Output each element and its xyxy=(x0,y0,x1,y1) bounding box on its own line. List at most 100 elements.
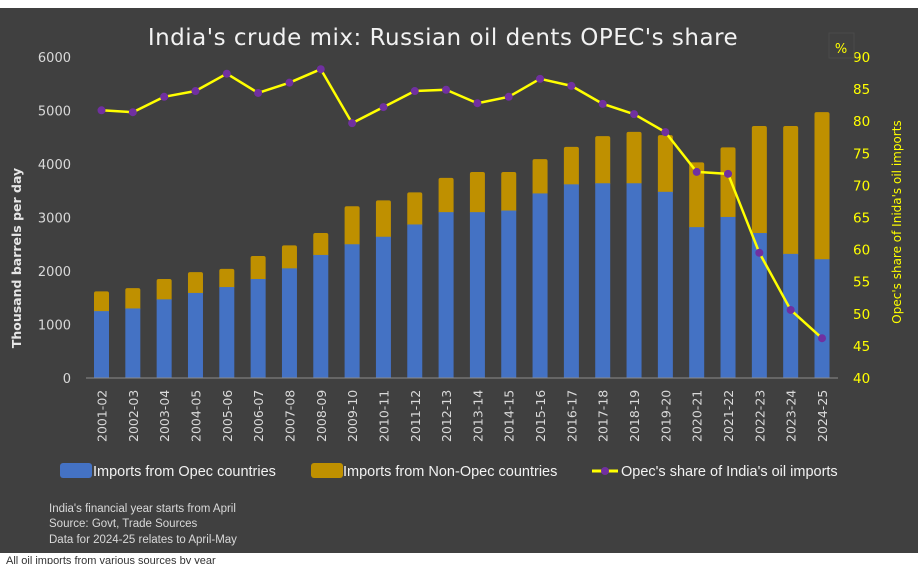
x-tick-label: 2023-24 xyxy=(784,390,799,442)
x-tick-label: 2013-14 xyxy=(470,390,485,442)
right-tick-label: 90 xyxy=(853,50,870,66)
left-tick-label: 2000 xyxy=(38,265,71,280)
legend-item-non-opec: Imports from Non-Opec countries xyxy=(311,463,557,480)
bar-non-opec xyxy=(156,279,172,302)
x-tick-label: 2006-07 xyxy=(251,390,266,442)
bar-opec xyxy=(187,292,203,378)
right-tick-label: 85 xyxy=(853,82,870,98)
x-tick-label: 2021-22 xyxy=(721,390,736,442)
x-tick-label: 2012-13 xyxy=(439,390,454,442)
share-marker xyxy=(160,92,169,101)
bar-opec xyxy=(563,184,579,378)
share-marker xyxy=(536,74,545,83)
bar-non-opec xyxy=(783,126,799,256)
bar-opec xyxy=(219,287,235,378)
bar-stack xyxy=(438,177,454,378)
bar-non-opec xyxy=(187,272,203,295)
bar-non-opec xyxy=(94,291,109,314)
bar-opec xyxy=(375,236,391,378)
bar-stack xyxy=(689,162,705,378)
x-tick-label: 2011-12 xyxy=(408,390,423,442)
bar-non-opec xyxy=(281,245,297,271)
legend-item-share: Opec's share of India's oil imports xyxy=(592,464,838,480)
bar-opec xyxy=(595,183,611,378)
x-tick-label: 2018-19 xyxy=(627,390,642,442)
chart-canvas: India's crude mix: Russian oil dents OPE… xyxy=(9,25,904,546)
x-tick-label: 2022-23 xyxy=(752,390,767,442)
share-line xyxy=(101,67,823,340)
share-marker xyxy=(285,78,294,87)
legend-marker-icon xyxy=(601,467,609,475)
right-tick-label: 45 xyxy=(853,339,870,355)
bar-opec xyxy=(407,224,423,378)
bar-non-opec xyxy=(407,192,423,227)
right-tick-label: 40 xyxy=(853,371,870,387)
left-tick-label: 5000 xyxy=(38,105,71,120)
bar-stack xyxy=(281,245,297,378)
x-tick-label: 2015-16 xyxy=(533,390,548,442)
share-marker xyxy=(661,128,670,137)
legend-label-opec: Imports from Opec countries xyxy=(93,464,276,480)
bar-opec xyxy=(751,233,767,378)
bar-opec xyxy=(626,183,642,378)
bar-stack xyxy=(751,126,767,378)
bar-stack xyxy=(407,192,423,378)
share-marker xyxy=(724,169,733,178)
share-marker xyxy=(567,81,576,90)
x-tick-label: 2017-18 xyxy=(596,390,611,442)
bar-stack xyxy=(187,272,203,378)
bar-non-opec xyxy=(532,159,548,196)
bar-opec xyxy=(814,259,830,378)
bar-non-opec xyxy=(751,126,767,236)
bar-stack xyxy=(783,126,799,378)
bar-opec xyxy=(532,193,548,378)
x-tick-label: 2009-10 xyxy=(345,390,360,442)
legend-label-share: Opec's share of India's oil imports xyxy=(621,464,838,480)
left-tick-label: 4000 xyxy=(38,158,71,173)
bar-stack xyxy=(532,159,548,378)
bar-opec xyxy=(469,212,485,378)
bar-non-opec xyxy=(720,147,736,219)
bar-stack xyxy=(250,256,266,378)
note-data-period: Data for 2024-25 relates to April-May xyxy=(49,534,237,546)
left-axis-ticks: 0 1000 2000 3000 4000 5000 6000 xyxy=(38,51,71,387)
bar-opec xyxy=(250,279,266,378)
x-axis-ticks: 2001-02 2002-03 2003-04 2004-05 2005-06 2006-… xyxy=(95,390,831,442)
x-tick-label: 2024-25 xyxy=(815,390,830,442)
right-axis-label: Opec's share of Inida's oil imports xyxy=(890,120,904,323)
right-tick-label: 55 xyxy=(853,275,870,291)
right-tick-label: 50 xyxy=(853,307,870,323)
bar-non-opec xyxy=(626,131,642,186)
share-marker xyxy=(410,87,419,96)
x-tick-label: 2008-09 xyxy=(314,390,329,442)
bar-stack xyxy=(501,172,517,378)
right-tick-label: 65 xyxy=(853,211,870,227)
x-tick-label: 2020-21 xyxy=(690,390,705,442)
share-marker xyxy=(473,99,482,108)
chart-title: India's crude mix: Russian oil dents OPE… xyxy=(148,25,738,51)
bar-opec xyxy=(720,216,736,378)
x-tick-label: 2019-20 xyxy=(658,390,673,442)
share-marker xyxy=(504,92,513,101)
legend-swatch-opec xyxy=(60,463,92,478)
bar-non-opec xyxy=(313,233,329,257)
x-tick-label: 2016-17 xyxy=(564,390,579,442)
share-marker xyxy=(316,65,325,74)
bar-opec xyxy=(689,227,705,378)
x-tick-label: 2007-08 xyxy=(282,390,297,442)
bar-stack xyxy=(814,112,830,378)
share-marker xyxy=(442,85,451,94)
notes: India's financial year starts from April… xyxy=(49,503,237,546)
share-marker xyxy=(191,87,200,96)
line-series xyxy=(97,65,826,343)
right-axis-ticks: 40 45 50 55 60 65 70 75 80 85 90 xyxy=(853,50,870,387)
bar-non-opec xyxy=(125,288,141,311)
bar-non-opec xyxy=(595,136,611,186)
share-marker xyxy=(222,69,231,78)
share-marker xyxy=(755,248,764,257)
left-tick-label: 6000 xyxy=(38,51,71,66)
x-tick-label: 2002-03 xyxy=(126,390,141,442)
page-cutoff-text: All oil imports from various sources by … xyxy=(6,556,216,564)
legend: Imports from Opec countries Imports from… xyxy=(60,463,838,480)
bar-opec xyxy=(125,308,141,378)
